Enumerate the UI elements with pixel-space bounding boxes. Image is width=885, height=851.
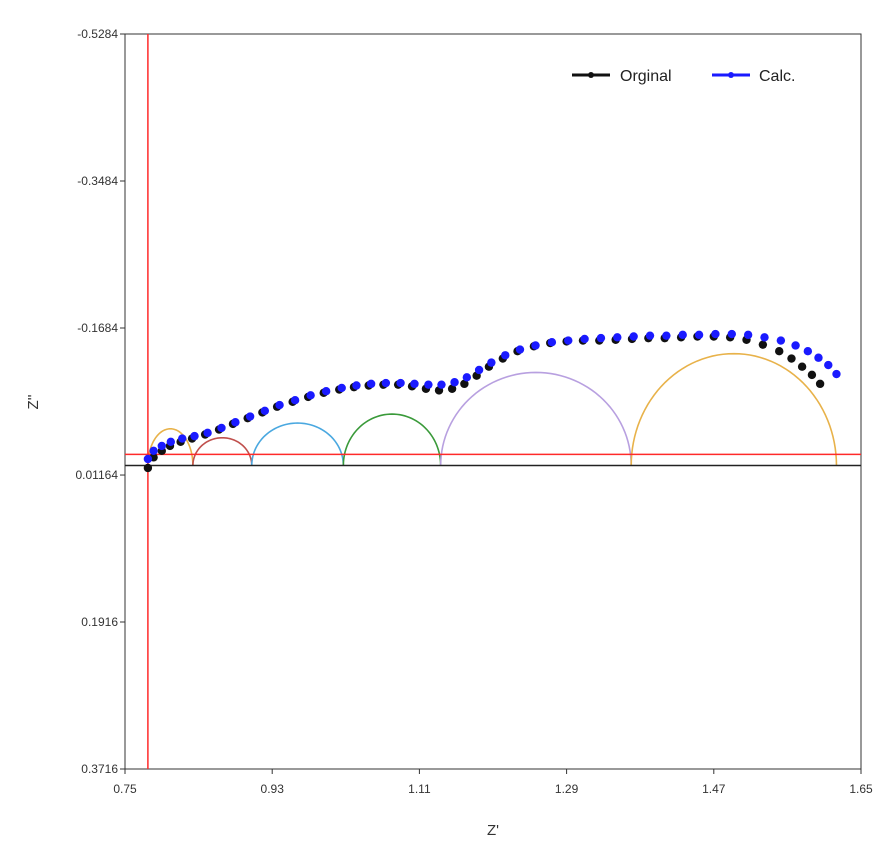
data-point	[694, 330, 704, 340]
fit-arc-1	[147, 427, 194, 466]
data-point	[807, 370, 817, 380]
x-tick-label: 1.29	[555, 782, 579, 796]
data-point	[776, 336, 786, 345]
data-point	[547, 338, 557, 347]
data-point	[758, 340, 768, 349]
data-point	[501, 351, 510, 360]
fit-arc-3	[250, 422, 345, 466]
fit-arc-2	[192, 436, 253, 466]
data-point	[366, 379, 376, 389]
data-point	[787, 354, 796, 363]
data-point	[803, 346, 813, 356]
data-point	[275, 400, 284, 410]
reference-lines	[125, 34, 861, 769]
x-tick-label: 1.65	[849, 782, 873, 796]
x-axis-title: Z'	[487, 822, 499, 839]
data-point	[487, 358, 496, 367]
data-point	[203, 428, 212, 438]
data-point	[396, 378, 405, 388]
fit-arc-6	[630, 352, 838, 466]
data-point	[231, 418, 240, 427]
data-point	[447, 384, 457, 393]
data-point	[149, 446, 158, 456]
data-point	[564, 336, 573, 345]
data-point	[743, 330, 753, 340]
data-point	[824, 360, 833, 370]
legend: Orginal Calc.	[572, 68, 795, 85]
data-point	[143, 463, 153, 473]
data-point	[245, 412, 255, 421]
y-tick-label: 0.3716	[81, 762, 118, 776]
data-point	[814, 353, 823, 362]
data-point	[629, 332, 638, 341]
data-point	[797, 362, 807, 371]
data-point	[381, 378, 391, 388]
x-tick-label: 0.75	[113, 782, 137, 796]
data-point	[815, 379, 825, 389]
y-axis: -0.5284 -0.3484 -0.1684 0.01164 0.1916 0.3716	[76, 27, 125, 776]
data-point	[321, 387, 331, 396]
data-point	[474, 365, 484, 375]
data-point	[410, 379, 419, 389]
plot-frame	[124, 33, 862, 770]
data-point	[157, 441, 166, 451]
y-tick-label: -0.3484	[77, 174, 118, 188]
legend-label-orginal: Orginal	[620, 68, 672, 85]
data-point	[678, 330, 687, 340]
y-tick-label: -0.1684	[77, 321, 118, 335]
x-tick-label: 1.47	[702, 782, 726, 796]
fit-arc-5	[439, 371, 632, 466]
y-axis-title: Z''	[25, 394, 42, 409]
data-point	[460, 379, 469, 389]
data-point	[775, 346, 784, 356]
x-tick-label: 1.11	[408, 782, 431, 796]
data-point	[580, 334, 589, 344]
x-tick-label: 0.93	[261, 782, 285, 796]
data-point	[424, 380, 433, 389]
data-point	[645, 331, 655, 340]
data-point	[727, 329, 736, 339]
y-tick-label: -0.5284	[77, 27, 118, 41]
y-tick-label: 0.1916	[81, 615, 118, 629]
data-point	[596, 333, 606, 343]
data-point	[306, 391, 315, 400]
data-series	[143, 329, 841, 473]
data-point	[760, 333, 769, 342]
data-point	[143, 454, 153, 464]
data-point	[217, 423, 226, 433]
data-point	[352, 381, 361, 390]
legend-marker-orginal	[588, 72, 594, 78]
data-point	[531, 341, 540, 350]
data-point	[515, 345, 525, 354]
data-point	[190, 431, 199, 441]
data-point	[166, 437, 175, 447]
fit-arc-4	[342, 413, 442, 466]
data-point	[337, 383, 346, 393]
data-point	[832, 369, 841, 379]
data-point	[711, 329, 720, 339]
data-point	[260, 406, 270, 416]
data-point	[178, 434, 187, 443]
legend-label-calc: Calc.	[759, 68, 795, 85]
y-tick-label: 0.01164	[76, 468, 119, 482]
fit-arcs	[147, 352, 838, 466]
data-point	[450, 378, 459, 387]
data-point	[437, 380, 446, 389]
data-point	[791, 341, 800, 350]
data-point	[662, 331, 671, 340]
data-point	[613, 333, 622, 342]
series-calc	[143, 329, 841, 464]
legend-marker-calc	[728, 72, 734, 78]
x-axis: 0.75 0.93 1.11 1.29 1.47 1.65	[113, 769, 873, 796]
data-point	[290, 395, 300, 405]
data-point	[462, 373, 472, 382]
